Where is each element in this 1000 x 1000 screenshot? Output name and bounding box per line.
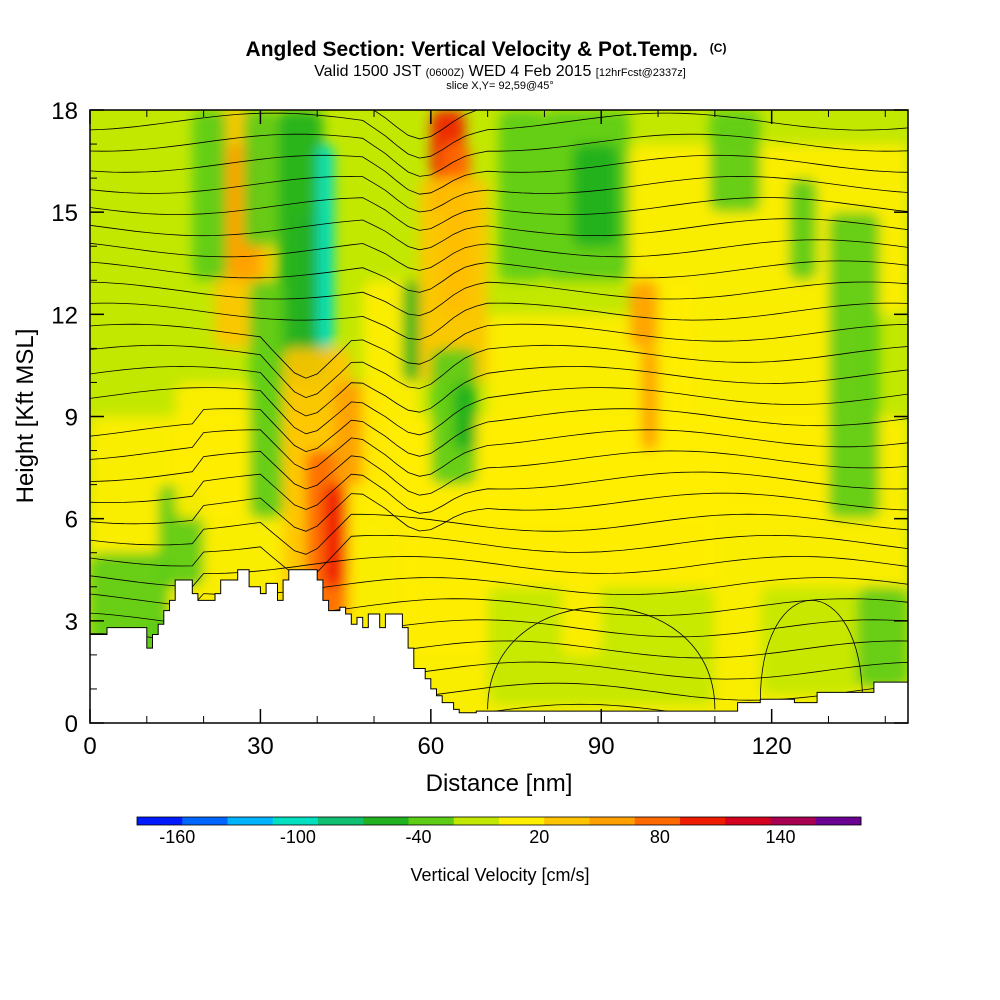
colorbar-swatch-6 <box>408 817 455 825</box>
slice-label: slice X,Y= 92,59@45° <box>446 80 554 92</box>
theta-contour-27 <box>90 133 908 177</box>
colorbar-swatch-11 <box>634 817 681 825</box>
velocity-cell-30 <box>709 110 761 213</box>
theta-closed-contour-0 <box>487 607 716 710</box>
y-axis-label: Height [Kft MSL] <box>12 329 39 504</box>
title-main: Angled Section: Vertical Velocity & Pot.… <box>246 38 698 61</box>
subtitle-zulu: (0600Z) <box>426 67 465 79</box>
colorbar-swatch-13 <box>725 817 771 825</box>
velocity-cell-27 <box>572 144 619 247</box>
velocity-cell-19 <box>402 280 420 383</box>
velocity-cell-25 <box>499 110 545 281</box>
colorbar-tick-label-3: 20 <box>529 827 549 847</box>
y-tick-label-0: 0 <box>65 711 78 738</box>
colorbar-swatch-10 <box>589 817 636 825</box>
x-tick-label-2: 60 <box>417 733 444 760</box>
theta-contour-21 <box>90 260 908 293</box>
velocity-cell-37 <box>760 586 857 696</box>
velocity-cell-13 <box>249 280 284 519</box>
theta-contour-19 <box>90 302 908 341</box>
velocity-cell-2 <box>487 314 857 519</box>
y-tick-label-3: 9 <box>65 405 78 432</box>
y-tick-label-4: 12 <box>51 302 78 329</box>
theta-contour-14 <box>90 408 908 457</box>
chart-title: Angled Section: Vertical Velocity & Pot.… <box>246 38 727 61</box>
colorbar-swatch-15 <box>815 817 862 825</box>
theta-contour-26 <box>90 154 908 195</box>
colorbar-swatch-5 <box>363 817 409 825</box>
velocity-cell-39 <box>669 280 693 417</box>
y-tick-label-6: 18 <box>51 98 78 125</box>
terrain-mask <box>90 569 908 723</box>
colorbar-swatch-9 <box>544 817 590 825</box>
colorbar-swatch-4 <box>318 817 364 825</box>
colorbar-tick-label-5: 140 <box>766 827 796 847</box>
y-axis: 0 3 6 9 12 15 18 <box>51 98 908 738</box>
subtitle-forecast: [12hrFcst@2337z] <box>596 67 686 79</box>
colorbar-swatch-3 <box>272 817 319 825</box>
velocity-cell-9 <box>243 110 278 247</box>
colorbar <box>136 816 862 826</box>
x-tick-label-1: 30 <box>247 733 274 760</box>
colorbar-ticks: -160 -100 -40 20 80 140 <box>159 827 795 847</box>
colorbar-swatch-8 <box>499 817 545 825</box>
velocity-cell-5 <box>175 382 250 519</box>
x-tick-label-0: 0 <box>83 733 96 760</box>
y-tick-label-1: 3 <box>65 609 78 636</box>
theta-contour-24 <box>90 197 908 231</box>
theta-contour-9 <box>90 513 908 555</box>
velocity-cell-28 <box>629 280 659 349</box>
theta-contour-17 <box>90 344 908 399</box>
colorbar-swatch-2 <box>227 817 274 825</box>
velocity-cell-12 <box>317 144 335 349</box>
colorbar-tick-label-2: -40 <box>406 827 432 847</box>
velocity-cell-29 <box>641 348 659 451</box>
theta-contour-10 <box>90 492 908 532</box>
colorbar-tick-label-4: 80 <box>650 827 670 847</box>
chart-subtitle: Valid 1500 JST (0600Z) WED 4 Feb 2015 [1… <box>314 63 686 80</box>
theta-contour-7 <box>90 556 908 588</box>
velocity-cell-36 <box>487 586 715 706</box>
theta-contour-22 <box>90 239 908 271</box>
subtitle-valid: Valid 1500 JST <box>314 63 422 80</box>
velocity-cell-38 <box>561 586 602 655</box>
velocity-cell-16 <box>322 484 346 587</box>
colorbar-swatch-1 <box>182 817 228 825</box>
colorbar-tick-label-1: -100 <box>280 827 316 847</box>
colorbar-label: Vertical Velocity [cm/s] <box>410 865 589 885</box>
velocity-cell-8 <box>192 110 227 281</box>
theta-contour-11 <box>90 471 908 514</box>
colorbar-tick-label-0: -160 <box>159 827 195 847</box>
title-mark: (C) <box>710 41 727 55</box>
x-tick-label-4: 120 <box>752 733 792 760</box>
theta-contour-15 <box>90 387 908 436</box>
theta-contour-12 <box>90 450 908 496</box>
theta-contour-23 <box>90 218 908 251</box>
velocity-cell-31 <box>788 178 818 281</box>
colorbar-swatch-12 <box>680 817 726 825</box>
velocity-cell-24 <box>453 382 477 451</box>
colorbar-swatch-14 <box>770 817 817 825</box>
y-tick-label-5: 15 <box>51 200 78 227</box>
y-tick-label-2: 6 <box>65 507 78 534</box>
theta-closed-contour-1 <box>759 600 863 703</box>
velocity-cell-35 <box>856 586 908 689</box>
theta-contour-8 <box>90 534 908 579</box>
theta-contour-25 <box>90 175 908 213</box>
plot-area <box>90 110 908 723</box>
x-axis: 0 30 60 90 120 <box>83 110 886 760</box>
colorbar-swatch-7 <box>453 817 500 825</box>
x-tick-label-3: 90 <box>588 733 615 760</box>
colorbar-frame <box>136 816 862 826</box>
velocity-cell-32 <box>828 212 880 519</box>
subtitle-date: WED 4 Feb 2015 <box>469 63 592 80</box>
theta-contour-16 <box>90 365 908 417</box>
theta-contour-13 <box>90 429 908 477</box>
theta-contour-18 <box>90 323 908 379</box>
theta-contour-20 <box>90 281 908 317</box>
colorbar-swatch-0 <box>137 817 183 825</box>
x-axis-label: Distance [nm] <box>426 770 573 797</box>
